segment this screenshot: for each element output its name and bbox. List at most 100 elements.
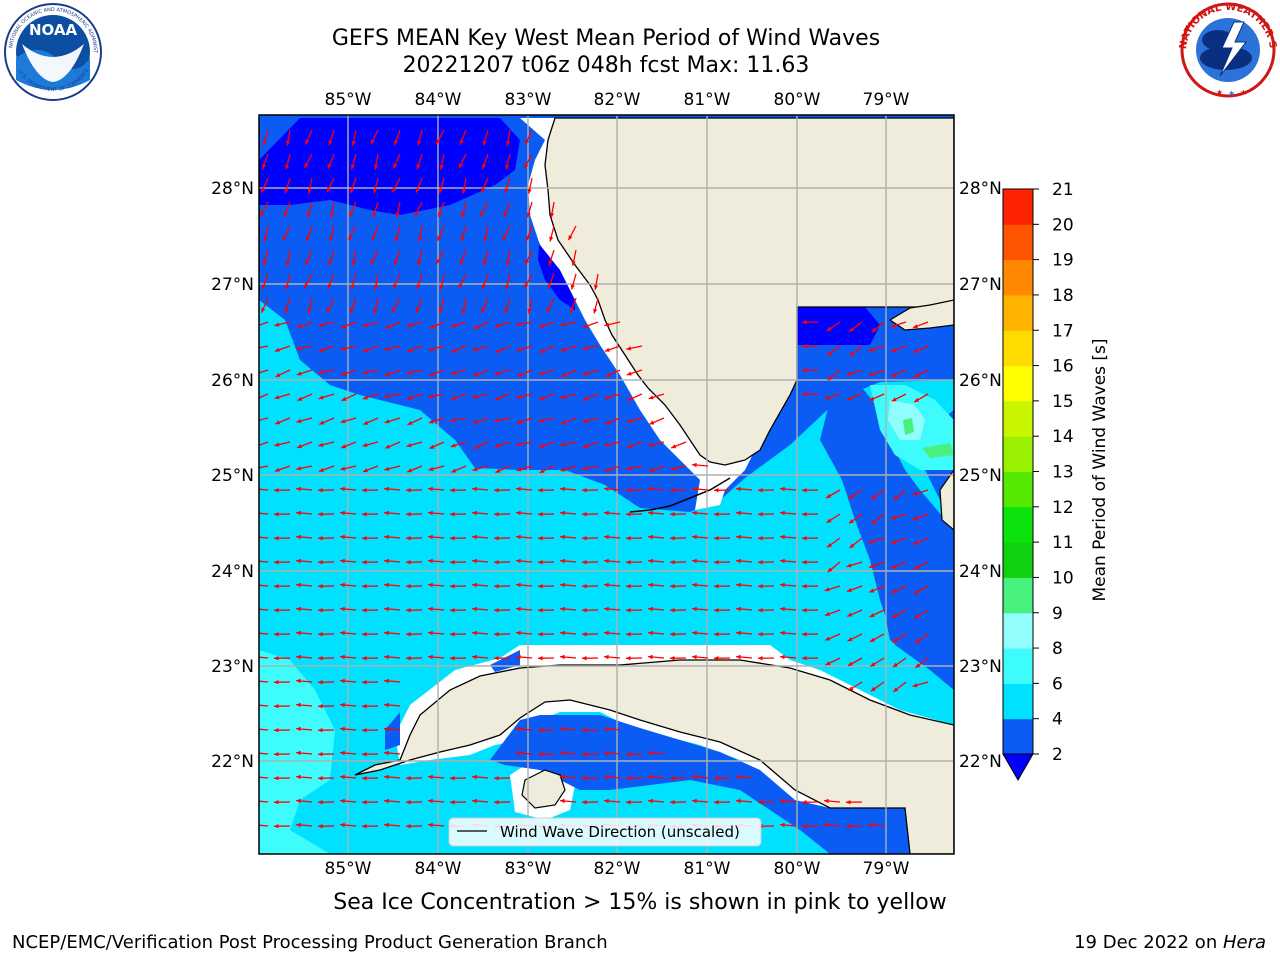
- wind-wave-arrowhead: [517, 419, 522, 424]
- svg-text:82°W: 82°W: [594, 90, 641, 110]
- wind-wave-arrowhead: [870, 637, 875, 642]
- wind-wave-arrowhead: [472, 654, 477, 660]
- wind-wave-arrowhead: [758, 512, 763, 517]
- wind-wave-arrowhead: [406, 443, 412, 448]
- colorbar-cell: [1003, 259, 1033, 296]
- wind-wave-arrowhead: [373, 308, 378, 314]
- wind-wave-arrowhead: [626, 800, 631, 805]
- wind-wave-arrowhead: [306, 212, 311, 218]
- wind-wave-arrowhead: [539, 468, 545, 473]
- wind-wave-arrowhead: [494, 560, 499, 565]
- colorbar-tick-label: 18: [1052, 286, 1074, 306]
- wind-wave-arrowhead: [627, 444, 632, 449]
- wind-wave-arrowhead: [296, 510, 301, 516]
- wind-wave-arrowhead: [261, 307, 266, 313]
- svg-text:★: ★: [1216, 88, 1223, 97]
- wind-wave-arrowhead: [393, 163, 398, 169]
- wind-wave-arrowhead: [296, 582, 301, 588]
- wind-wave-arrowhead: [362, 560, 367, 565]
- colorbar-tick-label: 14: [1052, 427, 1074, 447]
- wind-wave-arrowhead: [582, 371, 588, 376]
- wind-wave-arrowhead: [526, 212, 531, 218]
- wind-wave-arrowhead: [780, 486, 785, 492]
- wind-wave-arrowhead: [461, 188, 467, 194]
- wind-wave-arrowhead: [869, 372, 874, 377]
- wind-wave-arrowhead: [373, 284, 379, 290]
- wind-wave-arrowhead: [472, 582, 477, 588]
- wind-wave-arrowhead: [516, 534, 521, 540]
- wind-wave-arrowhead: [274, 467, 280, 472]
- wind-wave-arrowhead: [274, 632, 279, 637]
- wind-wave-arrowhead: [340, 702, 345, 708]
- wind-wave-arrowhead: [890, 515, 896, 520]
- wind-wave-arrow: [259, 608, 269, 611]
- wind-wave-arrowhead: [384, 678, 389, 684]
- wind-wave-arrowhead: [671, 444, 677, 449]
- wind-wave-arrowhead: [758, 608, 763, 613]
- wind-wave-arrowhead: [849, 327, 855, 332]
- wind-wave-arrowhead: [384, 466, 390, 471]
- wind-wave-arrowhead: [340, 346, 346, 351]
- wind-wave-arrowhead: [670, 656, 675, 661]
- wind-wave-arrowhead: [826, 326, 832, 331]
- wind-wave-arrowhead: [341, 324, 347, 329]
- wind-wave-arrowhead: [604, 750, 609, 756]
- wind-wave-arrowhead: [560, 486, 565, 492]
- wind-wave-arrowhead: [450, 418, 456, 423]
- wind-wave-arrowhead: [826, 518, 832, 523]
- wind-wave-arrowhead: [714, 488, 719, 493]
- wind-wave-arrowhead: [472, 630, 477, 636]
- wind-wave-arrowhead: [385, 371, 390, 376]
- wind-wave-arrowhead: [329, 236, 334, 242]
- wind-wave-arrowhead: [503, 211, 508, 217]
- wind-wave-arrowhead: [459, 283, 463, 289]
- wind-wave-arrowhead: [692, 534, 697, 540]
- svg-text:27°N: 27°N: [211, 275, 254, 295]
- wind-wave-arrowhead: [525, 139, 530, 145]
- colorbar-tick-label: 13: [1052, 463, 1074, 483]
- wind-wave-arrowhead: [736, 510, 741, 516]
- wind-wave-arrowhead: [362, 488, 367, 493]
- wind-wave-arrowhead: [472, 558, 477, 564]
- wind-wave-arrowhead: [582, 466, 588, 471]
- wind-wave-arrowhead: [582, 728, 587, 733]
- wind-wave-arrowhead: [893, 495, 899, 501]
- wind-wave-arrowhead: [824, 587, 830, 592]
- wind-wave-arrowhead: [362, 536, 367, 541]
- wind-wave-arrowhead: [296, 486, 301, 492]
- wind-wave-arrowhead: [438, 308, 443, 314]
- wind-wave-arrowhead: [340, 822, 345, 828]
- wind-wave-arrowhead: [285, 284, 290, 290]
- wind-wave-arrowhead: [516, 347, 522, 352]
- wind-wave-arrowhead: [384, 798, 389, 804]
- wind-wave-arrowhead: [560, 467, 566, 472]
- wind-wave-arrowhead: [604, 442, 610, 447]
- wind-wave-arrowhead: [825, 636, 831, 641]
- wind-wave-arrowhead: [296, 702, 301, 708]
- wind-wave-arrowhead: [252, 679, 257, 683]
- wind-wave-arrowhead: [296, 822, 301, 828]
- colorbar-tick-label: 17: [1052, 321, 1074, 341]
- wind-wave-arrowhead: [849, 543, 855, 549]
- wind-wave-arrowhead: [802, 392, 807, 397]
- wind-wave-arrowhead: [802, 512, 807, 517]
- wind-wave-arrowhead: [846, 563, 852, 568]
- wind-wave-arrowhead: [384, 630, 389, 636]
- wind-wave-arrowhead: [450, 632, 455, 637]
- wind-wave-arrowhead: [582, 560, 587, 565]
- wind-wave-arrowhead: [714, 656, 719, 661]
- wind-wave-arrowhead: [327, 307, 331, 313]
- svg-text:23°N: 23°N: [959, 657, 1002, 677]
- wind-wave-arrowhead: [827, 375, 833, 381]
- wind-wave-arrowhead: [350, 308, 355, 313]
- wind-wave-arrowhead: [428, 558, 433, 564]
- wind-wave-arrowhead: [736, 774, 741, 780]
- wind-wave-arrowhead: [406, 488, 411, 493]
- wind-wave-arrowhead: [494, 584, 499, 589]
- wind-wave-arrowhead: [384, 582, 389, 588]
- wind-wave-arrowhead: [261, 187, 266, 193]
- colorbar-tick-label: 12: [1052, 498, 1074, 518]
- wind-wave-arrowhead: [253, 324, 258, 328]
- wind-wave-arrowhead: [560, 558, 565, 564]
- wind-wave-arrowhead: [296, 466, 302, 471]
